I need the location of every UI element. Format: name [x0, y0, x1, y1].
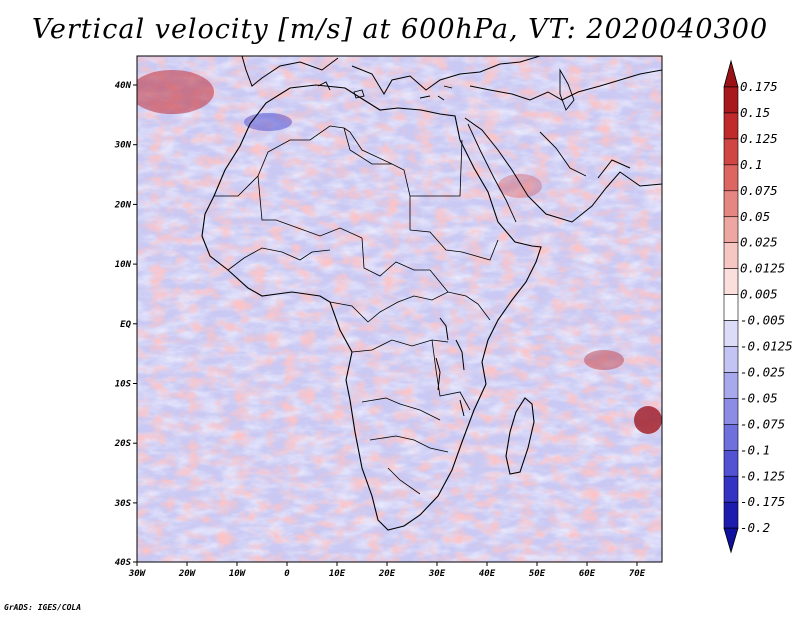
lat-tick-label: 30S [114, 499, 132, 509]
colorbar-segment [723, 268, 739, 295]
colorbar-segment [723, 320, 739, 347]
colorbar-label: -0.125 [740, 468, 785, 483]
colorbar-segment [723, 294, 739, 321]
lon-tick-label: 60E [579, 569, 596, 579]
colorbar-label: 0.125 [740, 131, 778, 146]
lat-tick-label: 40N [115, 81, 132, 91]
madagascar-coastline [505, 397, 535, 475]
velocity-field [137, 56, 662, 562]
country-borders [214, 125, 499, 495]
latitude-axis: 40N 30N 20N 10N EQ 10S 20S 30S 40S [114, 81, 137, 568]
mediterranean-islands [317, 81, 453, 101]
lon-tick-label: 30E [428, 569, 446, 579]
lon-tick-label: 10W [229, 569, 247, 579]
colorbar-label: 0.005 [740, 287, 778, 302]
grads-credit: GrADS: IGES/COLA [4, 603, 82, 612]
colorbar-segment [723, 164, 739, 192]
map-frame [136, 55, 663, 563]
colorbar-label: -0.0125 [740, 339, 793, 354]
updraft-east [584, 350, 624, 370]
colorbar-label: -0.2 [740, 520, 770, 535]
lat-tick-label: 40S [115, 558, 132, 568]
colorbar-segment [723, 398, 739, 425]
colorbar-segment [723, 424, 739, 451]
great-lakes [435, 317, 465, 417]
colorbar-low-arrow [723, 527, 739, 554]
lon-tick-label: 20W [178, 569, 197, 579]
colorbar-label: 0.05 [740, 209, 770, 224]
colorbar-segment [723, 138, 739, 166]
colorbar: 0.175 0.15 0.125 0.1 0.075 0.05 0.025 0.0125 0.0… [723, 59, 793, 554]
lon-tick-label: 20E [378, 569, 396, 579]
colorbar-label: 0.1 [740, 157, 763, 172]
downdraft-morocco [244, 113, 292, 131]
strong-updraft-northwest [137, 70, 214, 114]
colorbar-label: -0.05 [740, 390, 778, 405]
colorbar-segment [723, 372, 739, 399]
colorbar-label: 0.025 [740, 235, 778, 250]
lon-tick-label: 50E [529, 569, 546, 579]
lat-tick-label: 20S [114, 439, 132, 449]
colorbar-segment [723, 190, 739, 218]
chart-title: Vertical velocity [m/s] at 600hPa, VT: 2… [31, 14, 769, 45]
caspian-red-sea [467, 68, 587, 223]
colorbar-label: 0.175 [740, 79, 778, 94]
colorbar-segment [723, 112, 739, 140]
colorbar-segment [723, 501, 739, 529]
lat-tick-label: EQ [120, 320, 131, 330]
lon-tick-label: 40E [479, 569, 496, 579]
lon-tick-label: 0 [284, 569, 290, 579]
longitude-axis: 30W 20W 10W 0 10E 20E 30E 40E 50E 60E 70E [128, 562, 646, 579]
colorbar-segment [723, 449, 739, 477]
colorbar-segment [723, 242, 739, 269]
lon-tick-label: 10E [329, 569, 346, 579]
colorbar-label: -0.075 [740, 416, 785, 431]
colorbar-label: 0.0125 [740, 261, 785, 276]
lat-tick-label: 10S [115, 380, 132, 390]
updraft-arabia [498, 174, 542, 198]
colorbar-label: -0.005 [740, 313, 785, 328]
colorbar-segment [723, 86, 739, 114]
arabia-coastline [464, 117, 662, 223]
colorbar-label: 0.075 [740, 183, 778, 198]
colorbar-label: -0.1 [740, 442, 770, 457]
strong-updraft-indian-ocean [634, 406, 662, 434]
colorbar-label: -0.175 [740, 494, 785, 509]
colorbar-segment [723, 346, 739, 373]
colorbar-label: -0.025 [740, 364, 785, 379]
lat-tick-label: 20N [114, 200, 132, 210]
lon-tick-label: 70E [629, 569, 646, 579]
colorbar-segment [723, 216, 739, 244]
colorbar-label: 0.15 [740, 105, 770, 120]
lat-tick-label: 10N [115, 260, 132, 270]
colorbar-segment [723, 475, 739, 503]
map-panel [137, 56, 662, 562]
colorbar-high-arrow [723, 59, 739, 88]
lon-tick-label: 30W [128, 569, 147, 579]
lat-tick-label: 30N [114, 141, 132, 151]
africa-coastline [201, 84, 542, 531]
